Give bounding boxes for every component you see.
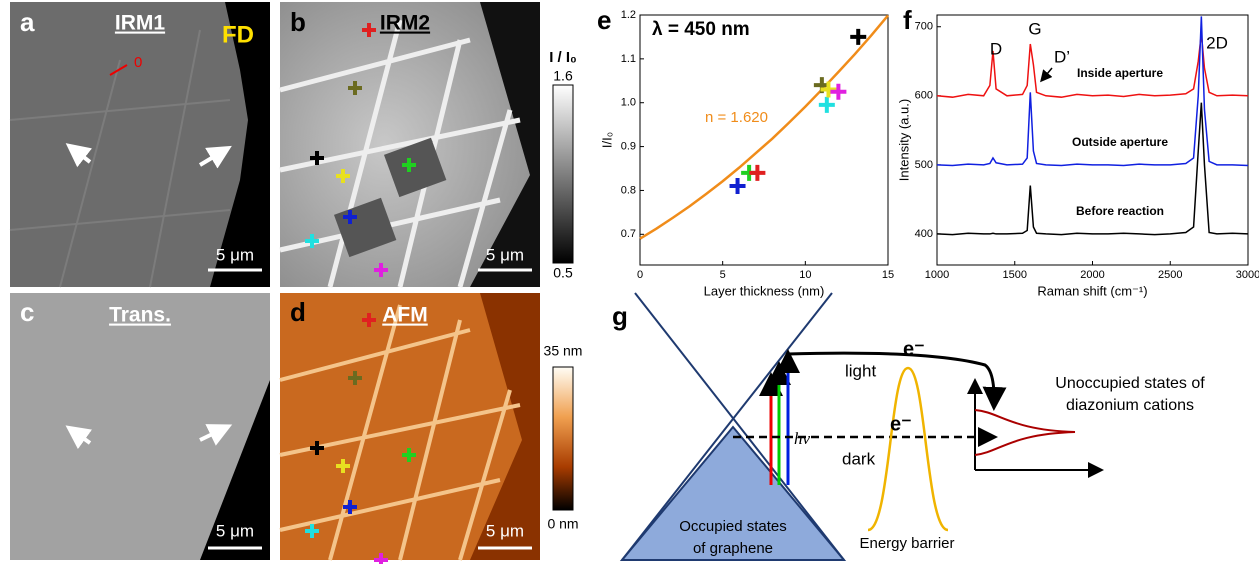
- annotation: n = 1.620: [705, 109, 768, 126]
- colorbar-title: I / I₀: [549, 49, 577, 66]
- x-tick-label: 2000: [1080, 269, 1104, 281]
- x-tick-label: 0: [637, 269, 643, 281]
- x-axis-label: Layer thickness (nm): [704, 283, 825, 298]
- y-axis-label: I/I₀: [599, 132, 614, 148]
- x-tick-label: 10: [799, 269, 811, 281]
- energy-barrier: [868, 368, 948, 530]
- x-axis-label: Raman shift (cm⁻¹): [1037, 283, 1147, 298]
- peak-label: D’: [1054, 47, 1070, 66]
- x-tick-label: 2500: [1158, 269, 1182, 281]
- image-tag: FD: [222, 21, 254, 48]
- plot-frame: [640, 15, 888, 265]
- panel-label: g: [612, 301, 628, 331]
- colorbar: [553, 367, 573, 510]
- y-tick-label: 0.9: [621, 140, 636, 152]
- x-tick-label: 1500: [1003, 269, 1027, 281]
- image-title: IRM2: [380, 12, 430, 35]
- unoccupied-states: [975, 410, 1075, 455]
- peak-label: G: [1028, 19, 1041, 38]
- y-tick-label: 0.8: [621, 184, 636, 196]
- y-tick-label: 500: [915, 159, 933, 171]
- panel-label: d: [290, 297, 306, 327]
- point: [749, 165, 765, 181]
- y-tick-label: 1.1: [621, 53, 636, 65]
- panel-a: a IRM1 FD 0 5 μm: [10, 2, 270, 287]
- y-tick-label: 1.2: [621, 9, 636, 21]
- colorbar-max: 1.6: [553, 68, 573, 84]
- y-tick-label: 600: [915, 90, 933, 102]
- chart-title: λ = 450 nm: [652, 19, 750, 40]
- diagram-text: of graphene: [693, 540, 773, 557]
- panel-label: b: [290, 7, 306, 37]
- figure: a IRM1 FD 0 5 μm b IRM2 5 μm I / I₀ 1.6 …: [0, 0, 1259, 564]
- peak-arrow: [1042, 68, 1052, 80]
- x-tick-label: 1000: [925, 269, 949, 281]
- colorbar-min: 0 nm: [547, 516, 578, 532]
- diagram-text: hν: [794, 429, 811, 448]
- y-tick-label: 400: [915, 228, 933, 240]
- diagram-text: Energy barrier: [859, 535, 954, 552]
- diagram-text: Occupied states: [679, 518, 787, 535]
- panel-label: f: [903, 5, 912, 35]
- panel-g: g light e⁻ hν e⁻ dark Unoccupied states …: [612, 293, 1205, 560]
- panel-c: c Trans. 5 μm: [10, 293, 270, 560]
- series-label: Before reaction: [1076, 204, 1164, 218]
- panel-label: e: [597, 5, 611, 35]
- diagram-text: e⁻: [903, 338, 925, 360]
- y-tick-label: 1.0: [621, 97, 636, 109]
- x-tick-label: 5: [720, 269, 726, 281]
- point: [819, 97, 835, 113]
- series-label: Inside aperture: [1077, 66, 1163, 80]
- colorbar-max: 35 nm: [544, 343, 583, 359]
- diagram-text: e⁻: [890, 413, 912, 435]
- image-title: Trans.: [109, 304, 171, 327]
- diagram-text: diazonium cations: [1066, 397, 1194, 414]
- panel-d: d AFM 5 μm: [280, 293, 540, 560]
- panel-label: a: [20, 7, 35, 37]
- diagram-text: Unoccupied states of: [1055, 375, 1205, 392]
- light-path: [788, 353, 994, 405]
- point: [830, 84, 846, 100]
- scale-label: 5 μm: [486, 245, 524, 264]
- colorbar-min: 0.5: [553, 265, 573, 281]
- fit-curve: [640, 15, 888, 238]
- peak-label: 2D: [1206, 33, 1228, 52]
- image-title: IRM1: [115, 12, 165, 35]
- series-label: Outside aperture: [1072, 135, 1168, 149]
- panel-label: c: [20, 297, 34, 327]
- diagram-text: light: [845, 361, 876, 380]
- y-tick-label: 0.7: [621, 228, 636, 240]
- scale-label: 5 μm: [486, 521, 524, 540]
- marker-label: 0: [134, 54, 142, 71]
- y-tick-label: 700: [915, 21, 933, 33]
- colorbar: [553, 85, 573, 263]
- peak-label: D: [990, 39, 1002, 58]
- scale-label: 5 μm: [216, 521, 254, 540]
- panel-b: b IRM2 5 μm: [280, 2, 540, 287]
- y-axis-label: Intensity (a.u.): [896, 99, 911, 181]
- point: [730, 178, 746, 194]
- diagram-text: dark: [842, 449, 876, 468]
- x-tick-label: 15: [882, 269, 894, 281]
- image-title: AFM: [382, 304, 428, 327]
- x-tick-label: 3000: [1236, 269, 1259, 281]
- scale-label: 5 μm: [216, 245, 254, 264]
